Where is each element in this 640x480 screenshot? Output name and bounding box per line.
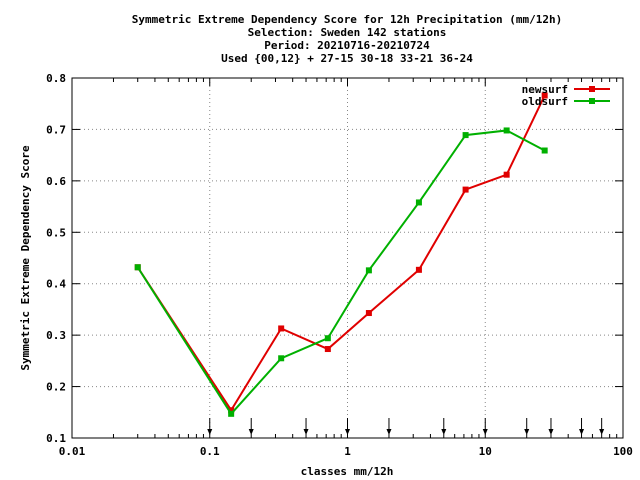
chart-title-line-3: Period: 20210716-20210724 (264, 39, 430, 52)
class-arrow-head (345, 429, 350, 435)
plot-frame (71, 77, 624, 439)
y-axis-label: Symmetric Extreme Dependency Score (19, 145, 32, 371)
x-axis-label: classes mm/12h (301, 465, 394, 478)
data-point-oldsurf (365, 267, 372, 274)
x-tick-label: 10 (479, 445, 492, 458)
data-point-newsurf (365, 310, 372, 317)
chart-title-line-2: Selection: Sweden 142 stations (248, 26, 447, 39)
y-tick-label: 0.6 (46, 175, 66, 188)
y-tick-label: 0.7 (46, 123, 66, 136)
y-tick-label: 0.8 (46, 72, 66, 85)
x-tick-labels: 0.01 0.1 1 10 100 (59, 445, 633, 458)
x-tick-label: 1 (344, 445, 351, 458)
x-tick-label: 0.01 (59, 445, 86, 458)
class-arrow-head (441, 429, 447, 435)
class-threshold-arrows (207, 418, 605, 435)
data-point-newsurf (503, 171, 510, 178)
data-point-oldsurf (324, 335, 331, 342)
y-tick-label: 0.2 (46, 381, 66, 394)
class-arrow-head (303, 429, 309, 435)
data-point-oldsurf (541, 147, 548, 154)
class-arrow-head (599, 429, 605, 435)
class-arrow-head (524, 429, 530, 435)
class-arrow-head (548, 429, 554, 435)
data-point-newsurf (462, 186, 469, 193)
chart-title-line-4: Used {00,12} + 27-15 30-18 33-21 36-24 (221, 52, 473, 65)
data-point-oldsurf (462, 132, 469, 139)
x-tick-label: 0.1 (200, 445, 220, 458)
series-line-oldsurf (136, 129, 546, 416)
data-point-oldsurf (503, 127, 510, 134)
class-arrow-head (579, 429, 585, 435)
data-point-oldsurf (415, 199, 422, 206)
legend-label-oldsurf: oldsurf (522, 95, 568, 108)
data-point-oldsurf (228, 410, 235, 417)
grid-lines (72, 78, 623, 438)
chart-title-line-1: Symmetric Extreme Dependency Score for 1… (132, 13, 562, 26)
data-point-newsurf (228, 407, 235, 414)
data-point-newsurf (415, 266, 422, 273)
x-tick-label: 100 (613, 445, 633, 458)
y-tick-label: 0.3 (46, 329, 66, 342)
data-point-newsurf (324, 346, 331, 353)
y-tick-label: 0.1 (46, 432, 66, 445)
y-tick-labels: 0.1 0.2 0.3 0.4 0.5 0.6 0.7 0.8 (46, 72, 66, 445)
data-point-newsurf (541, 92, 548, 99)
class-arrow-head (207, 429, 213, 435)
class-arrow-head (482, 429, 488, 435)
data-point-oldsurf (134, 264, 141, 271)
data-point-newsurf (278, 325, 285, 332)
legend-marker-oldsurf (589, 98, 595, 104)
chart-title: Symmetric Extreme Dependency Score for 1… (132, 13, 562, 65)
y-tick-label: 0.5 (46, 226, 66, 239)
y-tick-label: 0.4 (46, 278, 66, 291)
legend-marker-newsurf (589, 86, 595, 92)
data-point-oldsurf (278, 355, 285, 362)
class-arrow-head (386, 429, 392, 435)
legend-label-newsurf: newsurf (522, 83, 568, 96)
class-arrow-head (248, 429, 254, 435)
series-layer (134, 92, 548, 417)
